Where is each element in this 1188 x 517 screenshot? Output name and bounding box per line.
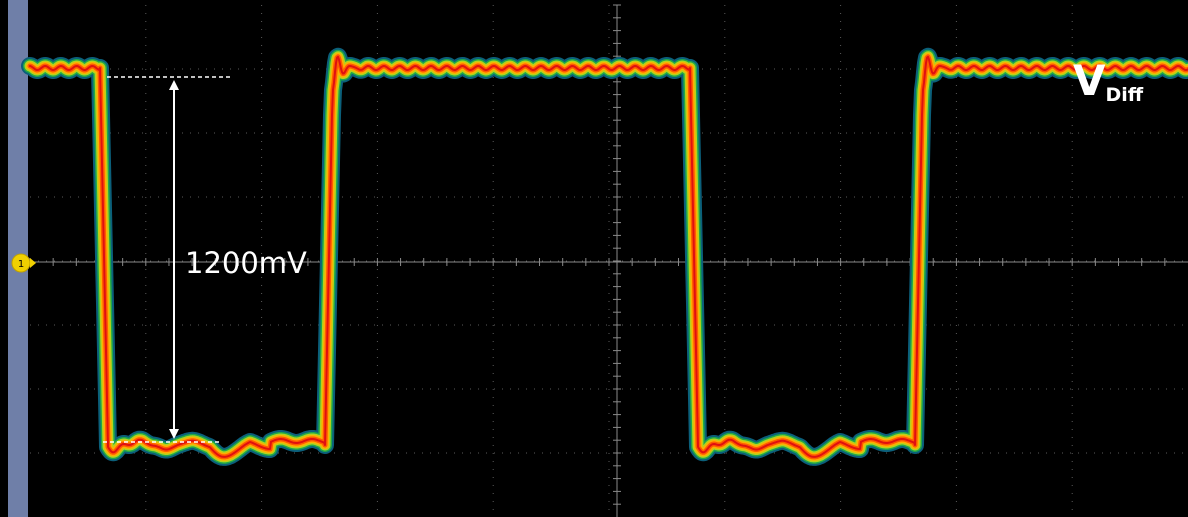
oscilloscope-screen: 1200mV VDiff 1 <box>0 0 1188 517</box>
amplitude-label: 1200mV <box>185 246 307 280</box>
channel-marker-label: 1 <box>18 259 24 270</box>
signal-label-subscript: Diff <box>1106 84 1144 106</box>
signal-label-main: V <box>1073 56 1106 105</box>
